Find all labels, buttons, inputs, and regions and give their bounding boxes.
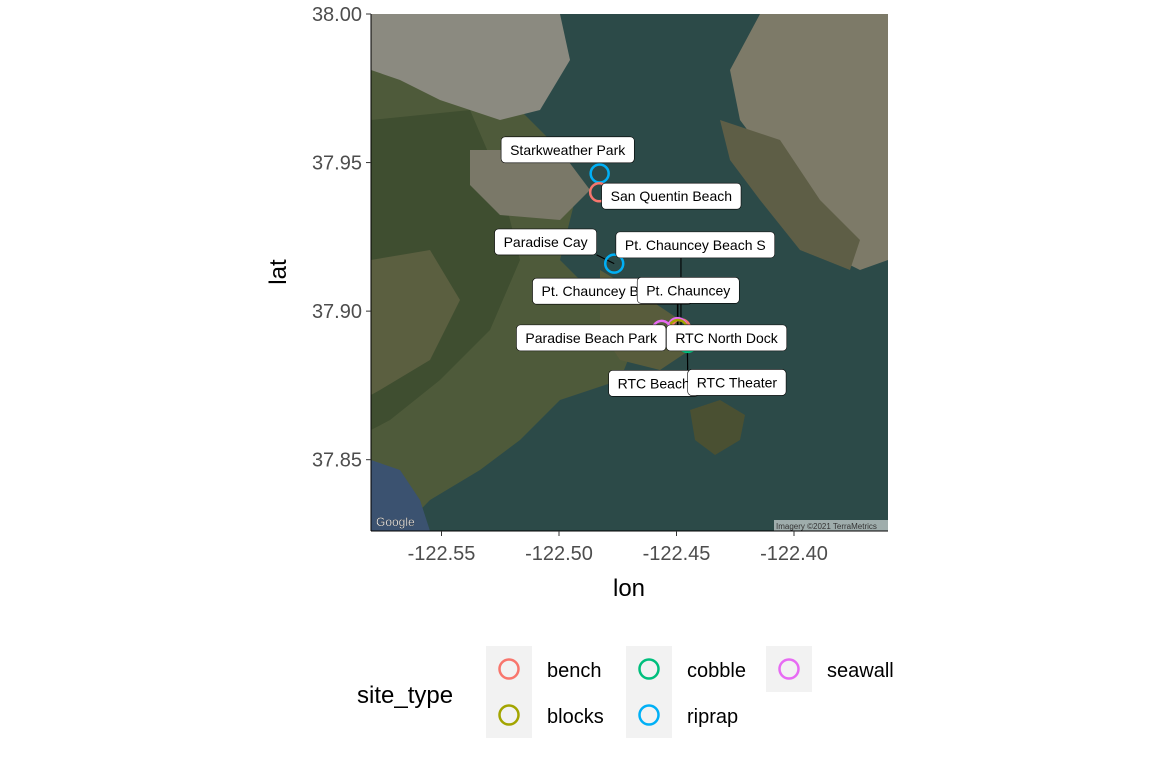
legend-key-symbol <box>498 704 520 726</box>
y-axis: 37.85 37.90 37.95 38.00 <box>312 4 372 531</box>
x-tick-label: -122.40 <box>760 543 828 565</box>
site-label-box <box>500 136 635 164</box>
site-label-text: Pt. Chauncey Beach S <box>625 237 766 253</box>
y-tick-label: 37.90 <box>312 301 362 323</box>
x-tick-label: -122.50 <box>525 543 593 565</box>
site-label-box <box>494 228 597 256</box>
site-label-text: Paradise Cay <box>504 234 588 250</box>
legend-entry-label: blocks <box>547 706 604 728</box>
legend-key-symbol <box>498 658 520 680</box>
site-label-text: RTC North Dock <box>675 330 778 346</box>
y-tick-label: 37.95 <box>312 153 362 175</box>
legend-key <box>486 692 532 738</box>
y-tick-label: 38.00 <box>312 4 362 26</box>
x-axis: -122.55 -122.50 -122.45 -122.40 <box>371 530 888 565</box>
legend-entry-label: riprap <box>687 706 738 728</box>
site-label-box <box>666 324 788 352</box>
imagery-credit: Imagery ©2021 TerraMetrics <box>776 522 877 531</box>
x-ticks: -122.55 -122.50 -122.45 -122.40 <box>408 531 828 565</box>
legend-key <box>626 646 672 692</box>
legend-key-symbol <box>778 658 800 680</box>
x-tick-label: -122.45 <box>643 543 711 565</box>
y-ticks: 37.85 37.90 37.95 38.00 <box>312 4 371 472</box>
satellite-map-image: Google Imagery ©2021 TerraMetrics <box>371 14 888 531</box>
legend-items: bench blocks cobble riprap seawall <box>486 646 894 738</box>
legend: site_type bench blocks cobble riprap seawall <box>357 646 894 738</box>
legend-key <box>626 692 672 738</box>
site-label-text: RTC Theater <box>697 374 778 390</box>
legend-key-symbol <box>638 704 660 726</box>
site-label-text: San Quentin Beach <box>611 188 732 204</box>
site-label-box <box>601 182 742 210</box>
x-axis-title: lon <box>613 575 645 602</box>
site-label-text: Starkweather Park <box>510 142 626 158</box>
x-tick-label: -122.55 <box>408 543 476 565</box>
legend-key <box>766 646 812 692</box>
legend-entry-label: seawall <box>827 660 894 682</box>
site-label-text: RTC Beach <box>618 375 690 391</box>
legend-entry-label: bench <box>547 660 602 682</box>
site-point <box>603 253 625 274</box>
site-label-text: Paradise Beach Park <box>525 330 658 346</box>
site-labels: Starkweather Park San Quentin Beach Paradi… <box>494 136 788 397</box>
legend-key <box>486 646 532 692</box>
site-label-box <box>516 324 667 352</box>
site-label-text: Pt. Chauncey <box>646 282 730 298</box>
legend-entry-label: cobble <box>687 660 746 682</box>
site-label-box <box>687 369 787 396</box>
y-tick-label: 37.85 <box>312 450 362 472</box>
y-axis-title: lat <box>265 259 292 285</box>
legend-key-symbol <box>638 658 660 680</box>
site-label-box <box>636 277 740 304</box>
google-credit: Google <box>376 515 415 529</box>
site-label-box <box>615 231 776 259</box>
imagery-credit-bg <box>774 520 888 531</box>
legend-title: site_type <box>357 682 453 709</box>
